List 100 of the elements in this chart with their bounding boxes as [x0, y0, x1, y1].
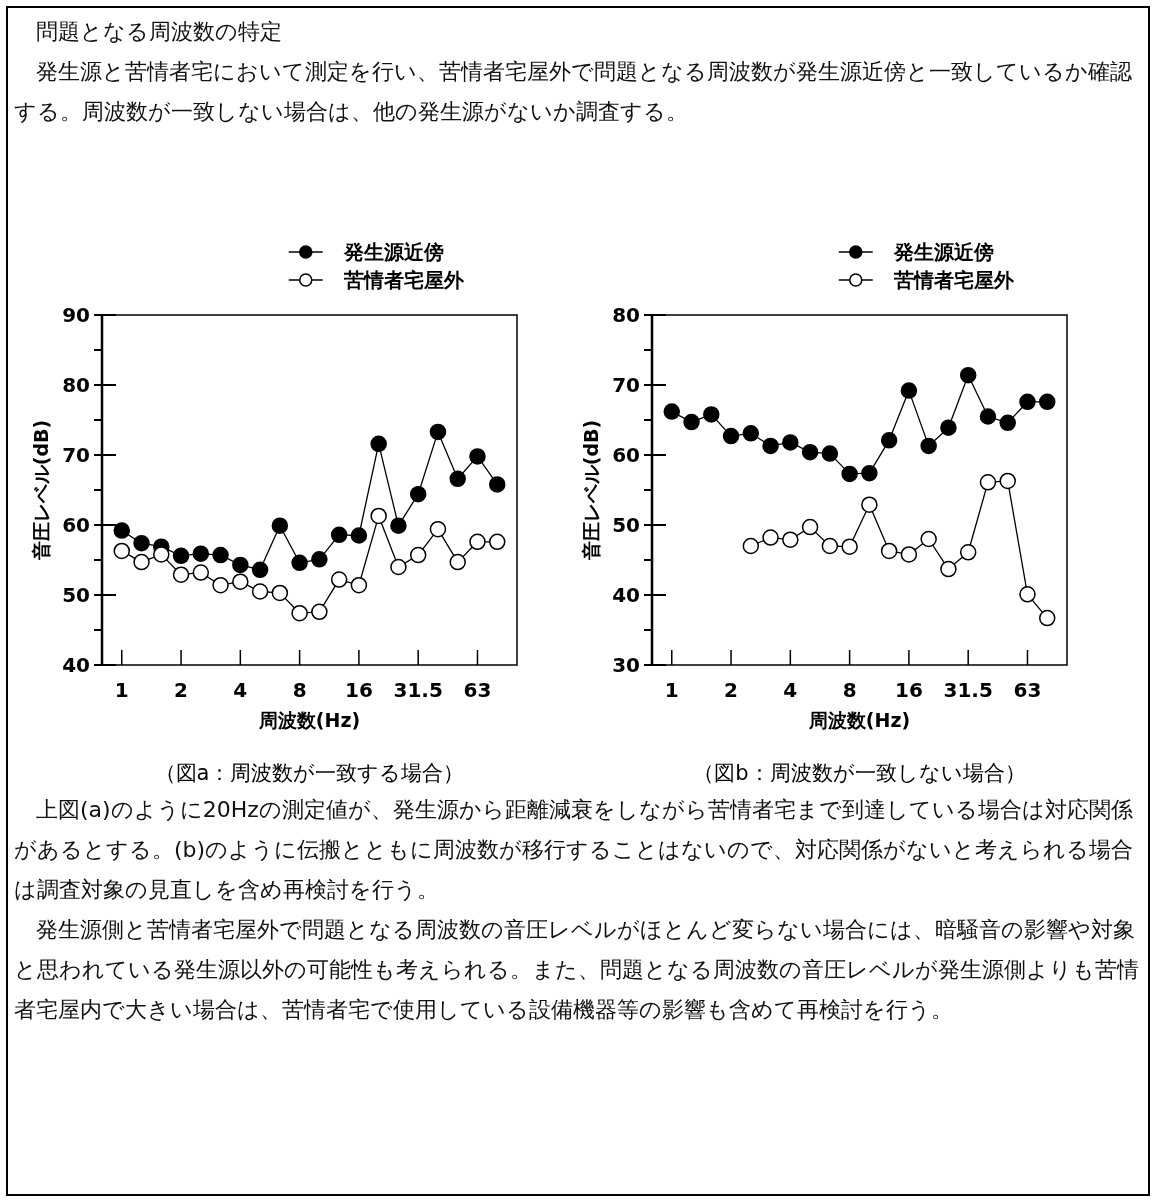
point — [920, 437, 937, 455]
point — [409, 485, 427, 503]
x-tick-label: 1 — [664, 678, 679, 702]
point — [271, 517, 289, 534]
text: 上図(a)のように20Hzの測定値が、発生源から距離減衰をしながら苦情者宅まで到達している場合は対応関係があるとする。(b)のように伝搬とともに周波数が移行することはないので、対応関係がないと考えられる場合は調査対象の見直しを含め再検討を行う。 — [14, 796, 1135, 904]
point — [251, 583, 269, 600]
point — [979, 408, 997, 425]
text: （図a：周波数が一致する場合） — [154, 761, 465, 785]
x-tick-label: 2 — [174, 678, 189, 702]
point — [1019, 586, 1036, 603]
point — [251, 561, 269, 579]
point — [212, 546, 229, 564]
y-tick-label: 80 — [612, 303, 640, 327]
point — [192, 564, 210, 581]
x-tick-label: 31.5 — [393, 678, 443, 702]
point — [801, 443, 819, 461]
x-tick-label: 1 — [114, 678, 129, 702]
point — [390, 517, 407, 534]
y-tick-label: 70 — [62, 443, 90, 467]
point — [801, 518, 819, 536]
point — [449, 553, 466, 571]
point — [133, 534, 150, 552]
point — [940, 560, 957, 578]
point — [330, 526, 348, 544]
x-axis-title: 周波数(Hz) — [257, 709, 361, 731]
point — [291, 604, 308, 622]
point — [959, 544, 977, 561]
point — [742, 537, 760, 555]
y-axis-title: 音圧レベル(dB) — [30, 419, 52, 562]
legend-label: 苦情者宅屋外 — [342, 268, 465, 292]
point — [113, 522, 131, 539]
point — [959, 366, 977, 384]
legend-label: 発生源近傍 — [892, 240, 994, 264]
point — [880, 432, 898, 449]
x-axis-title: 周波数(Hz) — [807, 709, 911, 731]
point — [488, 476, 506, 493]
point — [133, 553, 150, 571]
point — [703, 406, 720, 423]
point — [861, 496, 878, 513]
text: 問題となる周波数の特定 — [35, 18, 283, 46]
point — [1019, 393, 1036, 411]
point — [370, 435, 387, 453]
point — [900, 382, 918, 399]
point — [172, 547, 190, 565]
point — [979, 474, 997, 491]
point — [311, 603, 328, 621]
point — [469, 533, 486, 551]
point — [311, 551, 328, 568]
x-tick-label: 16 — [894, 678, 923, 702]
point — [880, 542, 898, 560]
point — [722, 427, 740, 445]
legend-label: 苦情者宅屋外 — [892, 268, 1015, 292]
point — [113, 542, 131, 560]
point — [409, 546, 427, 564]
x-tick-label: 63 — [1013, 678, 1042, 702]
text: 発生源と苦情者宅において測定を行い、苦情者宅屋外で問題となる周波数が発生源近傍と一致しているか確認する。周波数が一致しない場合は、他の発生源がないか調査する。 — [14, 58, 1133, 126]
x-tick-label: 4 — [783, 678, 798, 702]
point — [999, 472, 1016, 490]
text: 発生源側と苦情者宅屋外で問題となる周波数の音圧レベルがほとんど変らない場合には、暗騒音の影響や対象と思われている発生源以外の可能性も考えられる。また、問題となる周波数の音圧レベルが発生源側よりも苦情者宅屋内で大きい場合は、苦情者宅で使用している設備機器等の影響も含めて再検討を行う。 — [14, 916, 1139, 1024]
point — [920, 530, 937, 548]
point — [1038, 393, 1056, 411]
x-tick-label: 16 — [344, 678, 373, 702]
y-tick-label: 40 — [62, 653, 90, 677]
y-tick-label: 70 — [612, 373, 640, 397]
point — [1038, 609, 1056, 627]
point — [153, 546, 170, 563]
point — [821, 537, 839, 555]
y-tick-label: 60 — [62, 513, 90, 537]
y-tick-label: 50 — [62, 583, 90, 607]
point — [841, 538, 858, 555]
point — [429, 423, 447, 441]
point — [861, 464, 878, 482]
y-tick-label: 50 — [612, 513, 640, 537]
y-tick-label: 80 — [62, 373, 90, 397]
x-tick-label: 2 — [724, 678, 739, 702]
point — [782, 434, 799, 451]
y-tick-label: 90 — [62, 303, 90, 327]
legend-label: 発生源近傍 — [342, 240, 444, 264]
x-tick-label: 8 — [292, 678, 307, 702]
point — [469, 448, 486, 465]
x-tick-label: 31.5 — [943, 678, 993, 702]
point — [821, 445, 839, 462]
point — [429, 520, 447, 538]
point — [488, 533, 506, 551]
y-tick-label: 60 — [612, 443, 640, 467]
point — [762, 529, 779, 546]
point — [232, 573, 249, 590]
point — [841, 465, 858, 483]
point — [683, 413, 700, 431]
y-axis-title: 音圧レベル(dB) — [580, 419, 602, 562]
point — [330, 571, 348, 588]
point — [370, 507, 387, 525]
point — [350, 576, 368, 594]
point — [900, 546, 918, 563]
point — [449, 470, 466, 488]
point — [999, 414, 1016, 432]
x-tick-label: 63 — [463, 678, 492, 702]
point — [172, 566, 190, 583]
x-tick-label: 4 — [233, 678, 248, 702]
point — [271, 584, 289, 602]
